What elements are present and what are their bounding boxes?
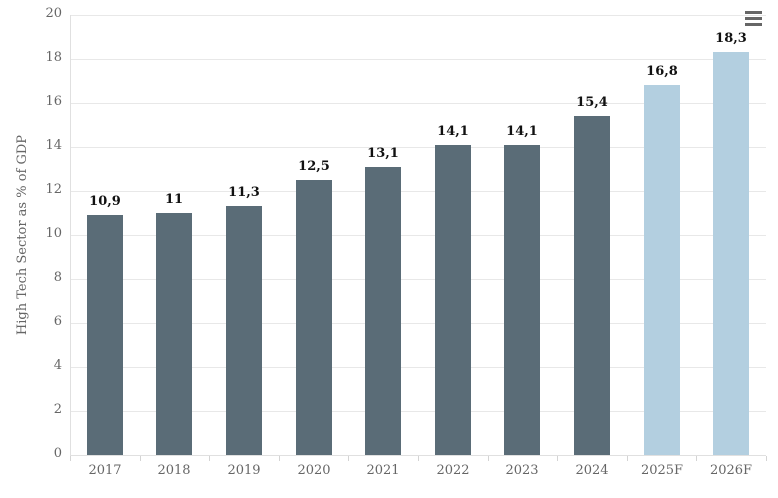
data-label-2022: 14,1: [437, 124, 469, 139]
y-axis-tick-label: 0: [53, 446, 62, 461]
x-axis-tick-mark: [766, 456, 767, 461]
data-label-2023: 14,1: [506, 124, 538, 139]
x-axis-tick-mark: [488, 456, 489, 461]
gridline: [70, 15, 766, 16]
x-axis-tick-mark: [209, 456, 210, 461]
x-axis-label-2018: 2018: [157, 463, 191, 478]
x-axis-label-2020: 2020: [297, 463, 331, 478]
x-axis-label-2026f: 2026F: [709, 463, 753, 478]
y-axis-tick-label: 18: [45, 50, 62, 65]
bar-2022[interactable]: [435, 145, 471, 455]
bar-2021[interactable]: [365, 167, 401, 455]
y-axis-tick-label: 6: [53, 314, 62, 329]
bar-2023[interactable]: [504, 145, 540, 455]
bar-2019[interactable]: [226, 206, 262, 455]
y-axis-tick-label: 14: [45, 138, 62, 153]
x-axis-line: [70, 455, 766, 456]
data-label-2021: 13,1: [367, 146, 399, 161]
data-label-2025f: 16,8: [646, 64, 678, 79]
x-axis-tick-mark: [418, 456, 419, 461]
data-label-2018: 11: [164, 192, 184, 207]
bar-2018[interactable]: [156, 213, 192, 455]
y-axis-tick-label: 12: [45, 182, 62, 197]
y-axis-tick-label: 2: [53, 402, 62, 417]
y-axis-tick-label: 4: [53, 358, 62, 373]
y-axis-tick-label: 8: [53, 270, 62, 285]
data-label-2017: 10,9: [89, 194, 121, 209]
x-axis-label-2021: 2021: [366, 463, 400, 478]
data-label-2020: 12,5: [298, 159, 330, 174]
y-axis-tick-label: 20: [45, 6, 62, 21]
x-axis-tick-mark: [557, 456, 558, 461]
x-axis-label-2025f: 2025F: [640, 463, 684, 478]
x-axis-label-2024: 2024: [575, 463, 609, 478]
bar-2020[interactable]: [296, 180, 332, 455]
bar-2026f[interactable]: [713, 52, 749, 455]
data-label-2026f: 18,3: [715, 31, 747, 46]
x-axis-tick-mark: [627, 456, 628, 461]
gridline: [70, 59, 766, 60]
bar-2024[interactable]: [574, 116, 610, 455]
x-axis-tick-mark: [279, 456, 280, 461]
x-axis-label-2017: 2017: [88, 463, 122, 478]
x-axis-label-2023: 2023: [505, 463, 539, 478]
bar-2017[interactable]: [87, 215, 123, 455]
data-label-2019: 11,3: [228, 185, 260, 200]
y-axis-line: [70, 15, 71, 455]
data-label-2024: 15,4: [576, 95, 608, 110]
x-axis-tick-mark: [140, 456, 141, 461]
chart-context-menu-button[interactable]: [740, 6, 766, 30]
x-axis-label-2022: 2022: [436, 463, 470, 478]
x-axis-tick-mark: [70, 456, 71, 461]
x-axis-tick-mark: [348, 456, 349, 461]
x-axis-label-2019: 2019: [227, 463, 261, 478]
y-axis-tick-label: 10: [45, 226, 62, 241]
bar-2025f[interactable]: [644, 85, 680, 455]
y-axis-tick-label: 16: [45, 94, 62, 109]
x-axis-tick-mark: [696, 456, 697, 461]
